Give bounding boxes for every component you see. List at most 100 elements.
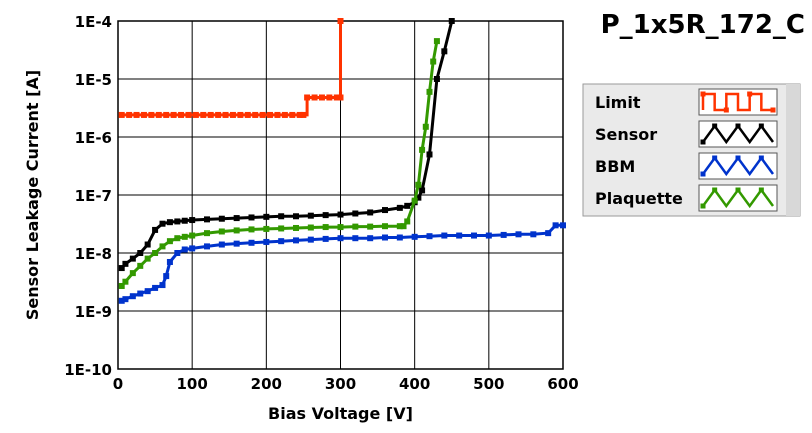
y-tick-label: 1E-5 (75, 71, 112, 89)
data-point (248, 239, 255, 246)
data-point (281, 111, 288, 118)
data-point (207, 111, 214, 118)
legend-swatch-bbm[interactable] (698, 152, 778, 180)
data-point (166, 238, 173, 245)
data-point (189, 232, 196, 239)
data-point (419, 146, 426, 153)
data-point (166, 219, 173, 226)
y-tick-label: 1E-7 (75, 187, 112, 205)
data-point (448, 18, 455, 24)
data-point (337, 235, 344, 242)
data-point (396, 234, 403, 241)
data-point (163, 111, 170, 118)
data-point (411, 197, 418, 204)
legend-label-plaquette: Plaquette (595, 189, 683, 208)
data-point (204, 230, 210, 237)
data-point (278, 225, 285, 232)
data-point (152, 284, 159, 291)
y-tick-label: 1E-8 (75, 245, 112, 263)
data-point (426, 88, 433, 95)
data-point (333, 94, 340, 101)
data-point (259, 111, 266, 118)
data-point (415, 194, 422, 201)
data-point (166, 258, 173, 265)
x-tick-label: 200 (251, 375, 282, 393)
data-point (326, 94, 333, 101)
data-point (471, 232, 477, 239)
data-point (233, 240, 240, 247)
data-point (181, 217, 188, 224)
data-point (189, 245, 196, 252)
data-point (426, 233, 433, 240)
data-point (122, 260, 129, 267)
x-tick-label: 300 (325, 375, 356, 393)
legend-swatch-sensor[interactable] (698, 120, 778, 148)
data-point (129, 255, 136, 262)
data-point (229, 111, 236, 118)
data-point (304, 94, 311, 101)
data-point (159, 220, 166, 227)
series-limit (118, 18, 344, 118)
data-point (278, 213, 285, 220)
data-point (352, 235, 359, 242)
data-point (263, 213, 270, 220)
data-point (218, 228, 225, 235)
data-point (411, 233, 418, 240)
chart-title: P_1x5R_172_C (601, 10, 805, 40)
x-tick-label: 500 (473, 375, 504, 393)
legend-swatch-plaquette[interactable] (698, 184, 778, 212)
data-point (322, 212, 329, 219)
data-point (263, 238, 270, 245)
data-point (419, 187, 426, 194)
data-point (170, 111, 177, 118)
data-point (293, 224, 299, 231)
data-point (307, 236, 314, 243)
data-point (396, 204, 403, 211)
data-point (118, 297, 125, 304)
data-point (560, 222, 566, 229)
data-point (237, 111, 244, 118)
data-point (433, 38, 440, 45)
data-point (422, 123, 429, 130)
data-point (248, 214, 255, 221)
data-point (178, 111, 185, 118)
data-point (204, 216, 210, 223)
data-point (382, 223, 388, 230)
data-point (441, 48, 448, 55)
y-tick-label: 1E-4 (75, 13, 112, 31)
data-point (148, 111, 155, 118)
data-point (352, 210, 359, 217)
x-tick-labels: 0 100 200 300 400 500 600 (113, 375, 579, 393)
x-tick-label: 600 (547, 375, 578, 393)
data-point (307, 224, 314, 231)
data-point (189, 217, 196, 224)
data-point (278, 238, 285, 245)
series-plaquette (118, 38, 440, 289)
data-point (267, 111, 274, 118)
data-point (144, 255, 151, 262)
series-bbm (118, 222, 566, 304)
data-point (433, 76, 440, 82)
data-point (530, 231, 537, 238)
legend-scrollbar[interactable] (786, 84, 800, 216)
data-point (274, 111, 281, 118)
data-point (293, 213, 299, 220)
data-point (337, 18, 344, 24)
data-point (159, 243, 166, 250)
data-point (307, 212, 314, 219)
data-point (200, 111, 207, 118)
data-point (337, 224, 344, 231)
data-point (137, 290, 144, 297)
data-point (181, 233, 188, 240)
data-point (137, 250, 144, 256)
data-point (174, 218, 181, 225)
y-tick-labels: 1E-10 1E-9 1E-8 1E-7 1E-6 1E-5 1E-4 (64, 13, 112, 379)
legend-label-bbm: BBM (595, 157, 635, 176)
legend-swatch-limit[interactable] (698, 88, 778, 116)
data-point (185, 111, 192, 118)
data-point (118, 111, 125, 118)
data-point (233, 227, 240, 234)
y-tick-label: 1E-9 (75, 303, 112, 321)
data-point (155, 111, 162, 118)
